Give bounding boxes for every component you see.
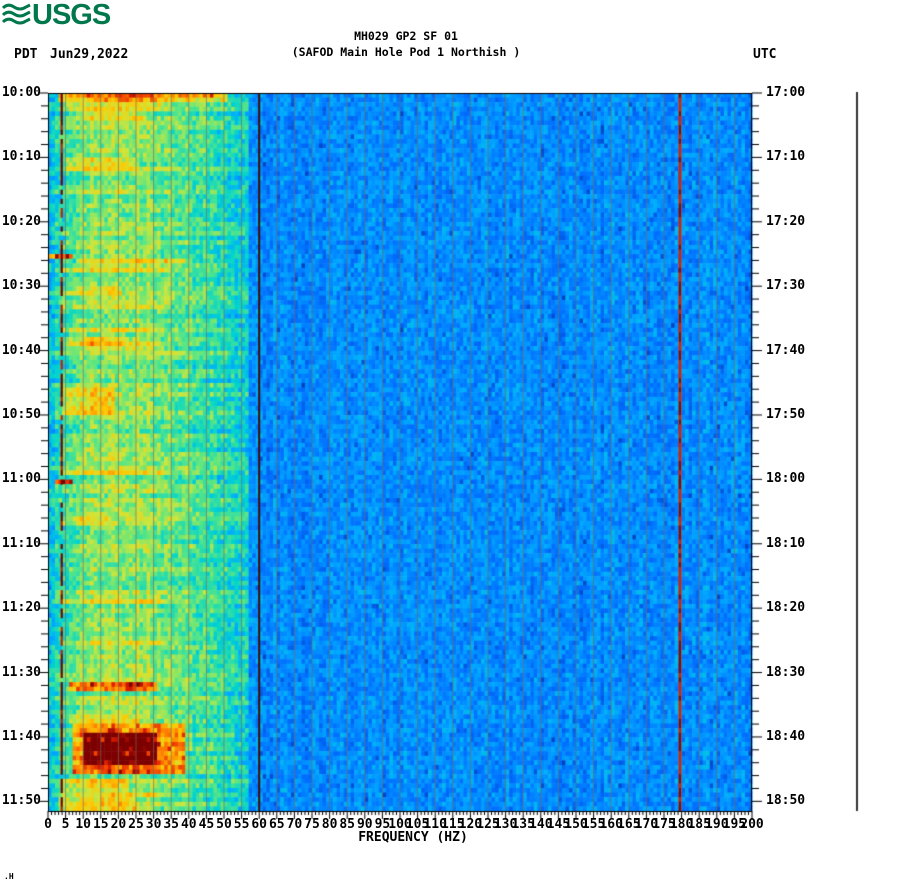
x-axis-title: FREQUENCY (HZ) [358,830,468,845]
x-tick-label: 50 [216,817,232,832]
x-tick-label: 35 [163,817,180,832]
y-tick-label-pdt: 11:10 [1,535,41,551]
y-tick-label-utc: 17:50 [766,406,806,422]
x-tick-label: 0 [44,817,52,832]
usgs-logo: USGS [2,0,111,31]
x-tick-label: 60 [251,817,268,832]
x-tick-label: 105 [405,817,430,832]
y-tick-label-pdt: 10:40 [1,342,41,358]
y-tick-label-pdt: 11:00 [1,471,41,487]
x-tick-label: 10 [75,817,92,832]
x-tick-label: 130 [493,817,518,832]
y-tick-label-utc: 17:10 [766,149,806,165]
y-tick-label-pdt: 11:50 [1,793,41,809]
x-tick-label: 80 [321,817,338,832]
y-tick-label-utc: 17:00 [766,85,806,100]
timezone-right-label: UTC [753,47,777,62]
x-tick-label: 155 [581,817,606,832]
x-tick-label: 90 [356,817,373,832]
chart-subtitle: (SAFOD Main Hole Pod 1 Northish ) [291,45,521,59]
x-tick-label: 40 [180,817,197,832]
y-tick-label-utc: 17:30 [766,278,806,294]
x-tick-label: 120 [458,817,483,832]
y-tick-label-utc: 18:00 [766,471,806,487]
chart-title: MH029 GP2 SF 01 [354,29,458,43]
y-tick-label-pdt: 11:30 [1,664,41,680]
x-tick-label: 145 [546,817,571,832]
x-tick-label: 160 [599,817,623,832]
x-tick-label: 15 [92,817,109,832]
x-tick-label: 110 [423,817,447,832]
x-tick-label: 55 [233,817,250,832]
y-tick-label-pdt: 10:50 [1,406,41,422]
y-tick-label-utc: 18:40 [766,728,806,744]
y-tick-label-pdt: 11:20 [1,600,41,616]
x-tick-label: 135 [511,817,535,832]
y-tick-label-pdt: 11:40 [1,728,41,744]
watermark-text: .H [4,872,14,881]
x-tick-label: 180 [669,817,694,832]
x-tick-label: 70 [286,817,303,832]
x-tick-label: 95 [374,817,391,832]
y-tick-label-utc: 18:20 [766,600,806,616]
x-tick-label: 45 [198,817,215,832]
x-tick-label: 75 [304,817,320,832]
x-tick-label: 20 [110,817,127,832]
x-tick-label: 85 [339,817,356,832]
x-tick-label: 195 [722,817,747,832]
x-tick-label: 125 [476,817,500,832]
x-tick-label: 170 [634,817,659,832]
x-tick-label: 185 [687,817,711,832]
y-tick-label-pdt: 10:10 [1,149,41,165]
date-label: Jun29,2022 [50,47,129,62]
x-tick-label: 5 [61,817,70,832]
x-tick-label: 115 [441,817,465,832]
y-tick-label-utc: 18:10 [766,535,806,551]
x-tick-label: 150 [564,817,588,832]
x-tick-label: 30 [145,817,162,832]
x-tick-label: 190 [705,817,729,832]
usgs-wave-icon [2,3,31,25]
x-tick-label: 25 [128,817,144,832]
x-tick-label: 140 [529,817,553,832]
x-tick-label: 200 [740,817,764,832]
y-tick-label-utc: 17:40 [766,342,806,358]
x-tick-label: 165 [617,817,641,832]
x-tick-label: 100 [388,817,412,832]
usgs-logo-text: USGS [32,0,111,31]
x-tick-label: 65 [268,817,285,832]
y-tick-label-utc: 18:30 [766,664,806,680]
timezone-left-label: PDT [14,47,38,62]
x-tick-label: 175 [652,817,676,832]
y-tick-label-utc: 18:50 [766,793,806,809]
y-tick-label-pdt: 10:30 [1,278,41,294]
y-tick-label-utc: 17:20 [766,213,806,229]
y-tick-label-pdt: 10:20 [1,213,41,229]
y-tick-label-pdt: 10:00 [1,85,41,100]
